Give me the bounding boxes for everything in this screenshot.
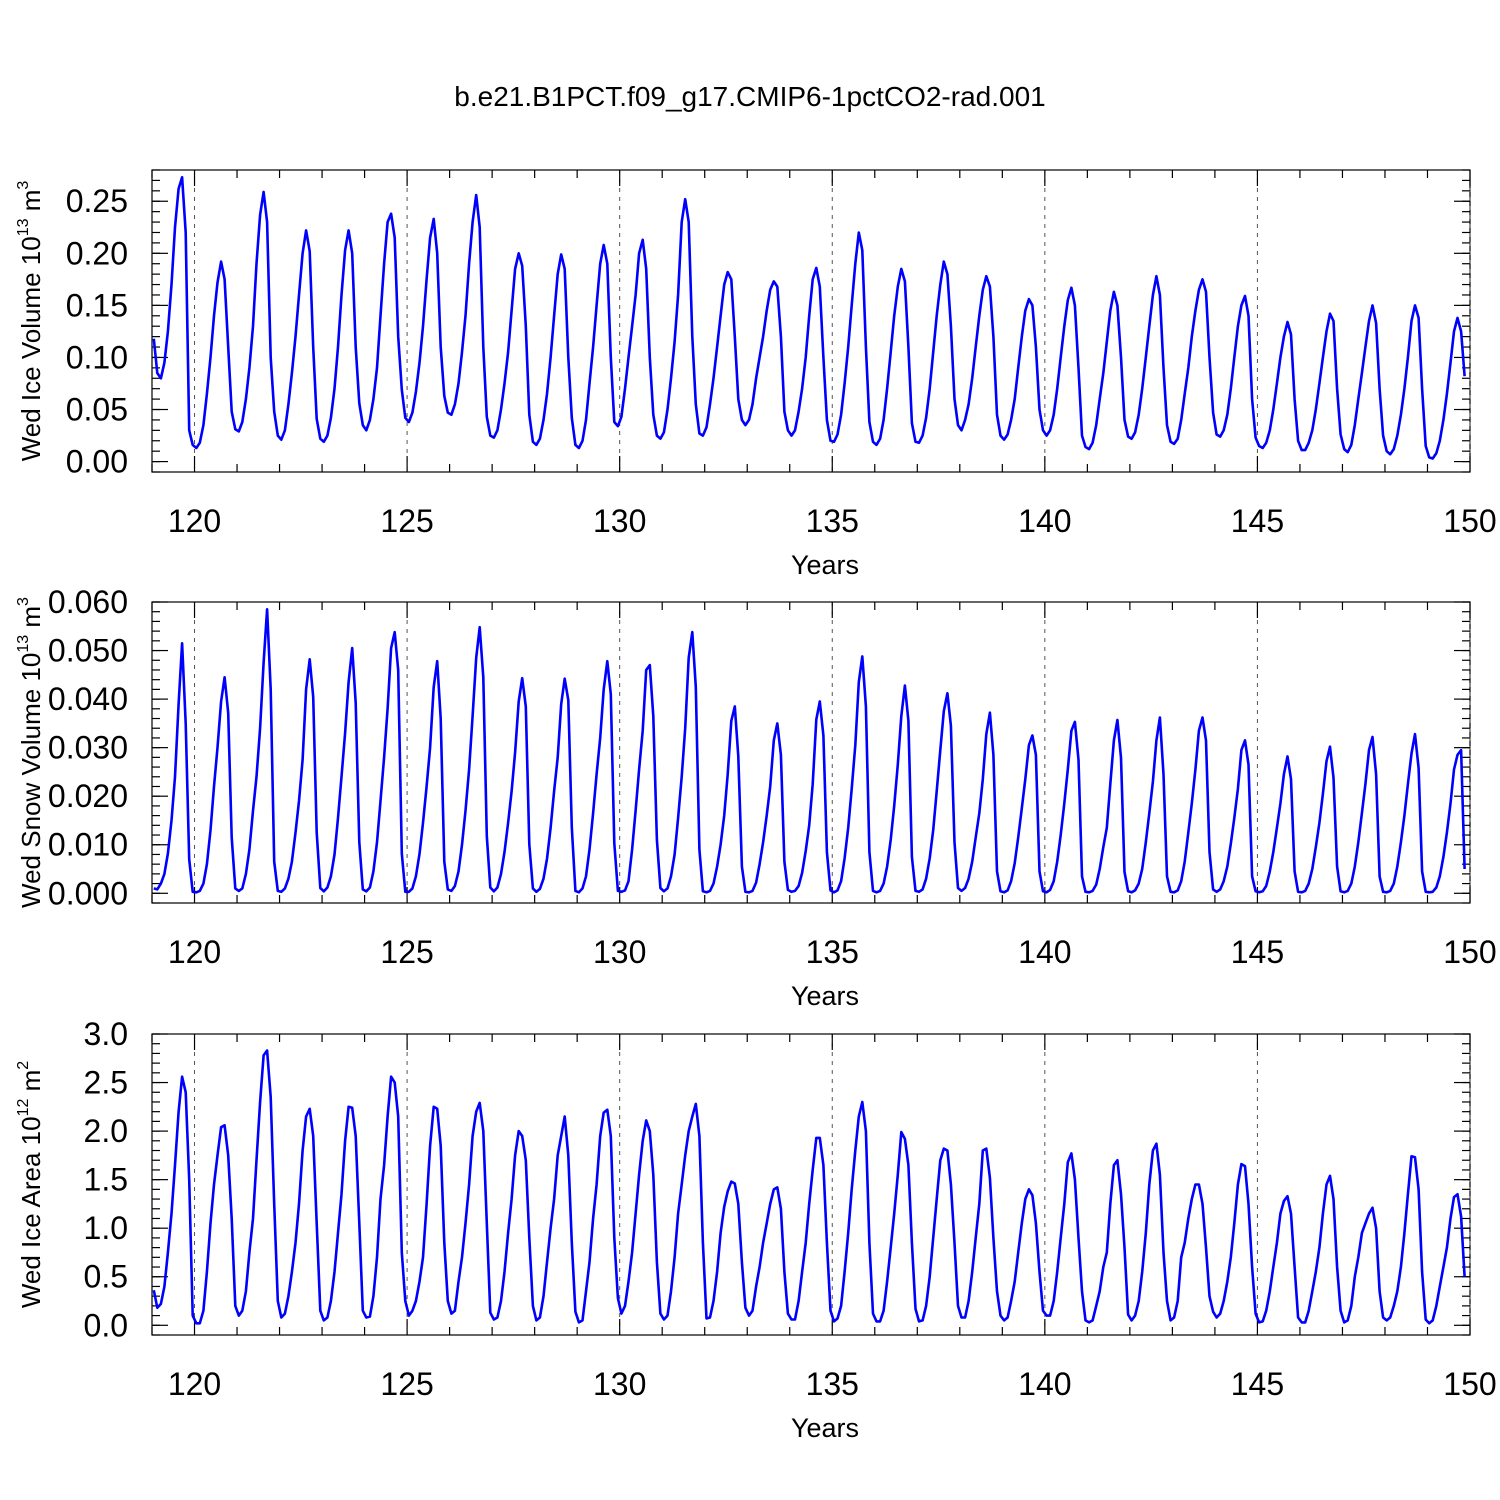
x-tick-label: 140 [1018, 934, 1071, 970]
y-tick-label: 0.10 [66, 339, 128, 375]
x-tick-label: 120 [168, 503, 221, 539]
y-tick-label: 0.000 [48, 875, 128, 911]
x-tick-label: 120 [168, 1366, 221, 1402]
x-tick-label: 145 [1231, 934, 1284, 970]
y-axis-label: Wed Ice Area 1012 m2 [15, 1061, 46, 1308]
x-tick-label: 135 [806, 1366, 859, 1402]
x-tick-label: 125 [380, 1366, 433, 1402]
x-tick-label: 125 [380, 934, 433, 970]
y-tick-label: 0.010 [48, 827, 128, 863]
y-tick-label: 0.040 [48, 681, 128, 717]
y-tick-label: 0.5 [84, 1259, 128, 1295]
y-tick-label: 1.5 [84, 1162, 128, 1198]
y-tick-label: 0.050 [48, 633, 128, 669]
y-tick-label: 2.0 [84, 1113, 128, 1149]
y-axis-label: Wed Ice Volume 1013 m3 [15, 181, 46, 462]
x-tick-label: 150 [1443, 1366, 1496, 1402]
figure-title: b.e21.B1PCT.f09_g17.CMIP6-1pctCO2-rad.00… [454, 81, 1045, 112]
x-tick-label: 140 [1018, 1366, 1071, 1402]
y-tick-label: 0.25 [66, 183, 128, 219]
chart-panel-3: 0.0 0.5 1.0 1.5 2.0 2.5 3.0 120 125 130 135 140 145 1… [15, 1016, 1497, 1443]
x-tick-label: 145 [1231, 503, 1284, 539]
x-tick-label: 130 [593, 934, 646, 970]
y-tick-label: 2.5 [84, 1065, 128, 1101]
y-tick-label: 0.05 [66, 392, 128, 428]
x-axis-label: Years [791, 550, 859, 580]
x-tick-label: 150 [1443, 934, 1496, 970]
x-axis-label: Years [791, 981, 859, 1011]
y-tick-label: 0.15 [66, 287, 128, 323]
plot-frame [151, 169, 1471, 473]
series-line-1 [152, 1049, 1466, 1325]
x-tick-label: 135 [806, 934, 859, 970]
chart-panel-1: 0.00 0.05 0.10 0.15 0.20 0.25 120 125 130 135 140 1… [15, 169, 1497, 580]
panels: 0.00 0.05 0.10 0.15 0.20 0.25 120 125 130 135 140 1… [15, 169, 1497, 1443]
y-tick-label: 0.0 [84, 1307, 128, 1343]
x-tick-label: 150 [1443, 503, 1496, 539]
y-tick-label: 1.0 [84, 1210, 128, 1246]
chart-panel-2: 0.000 0.010 0.020 0.030 0.040 0.050 0.060 120 12… [15, 584, 1497, 1011]
x-axis-label: Years [791, 1413, 859, 1443]
x-tick-label: 130 [593, 503, 646, 539]
x-tick-label: 145 [1231, 1366, 1284, 1402]
y-tick-label: 0.060 [48, 584, 128, 620]
plot-frame [151, 601, 1471, 904]
series-line-1 [152, 176, 1466, 460]
x-tick-label: 135 [806, 503, 859, 539]
y-tick-label: 0.020 [48, 778, 128, 814]
y-tick-label: 0.00 [66, 444, 128, 480]
y-tick-label: 0.20 [66, 235, 128, 271]
y-tick-label: 3.0 [84, 1016, 128, 1052]
plot-frame [151, 1033, 1471, 1336]
y-tick-label: 0.030 [48, 730, 128, 766]
x-tick-label: 120 [168, 934, 221, 970]
x-tick-label: 140 [1018, 503, 1071, 539]
series-line-1 [153, 607, 1466, 894]
y-axis-label: Wed Snow Volume 1013 m3 [15, 597, 46, 908]
x-tick-label: 125 [380, 503, 433, 539]
x-tick-label: 130 [593, 1366, 646, 1402]
